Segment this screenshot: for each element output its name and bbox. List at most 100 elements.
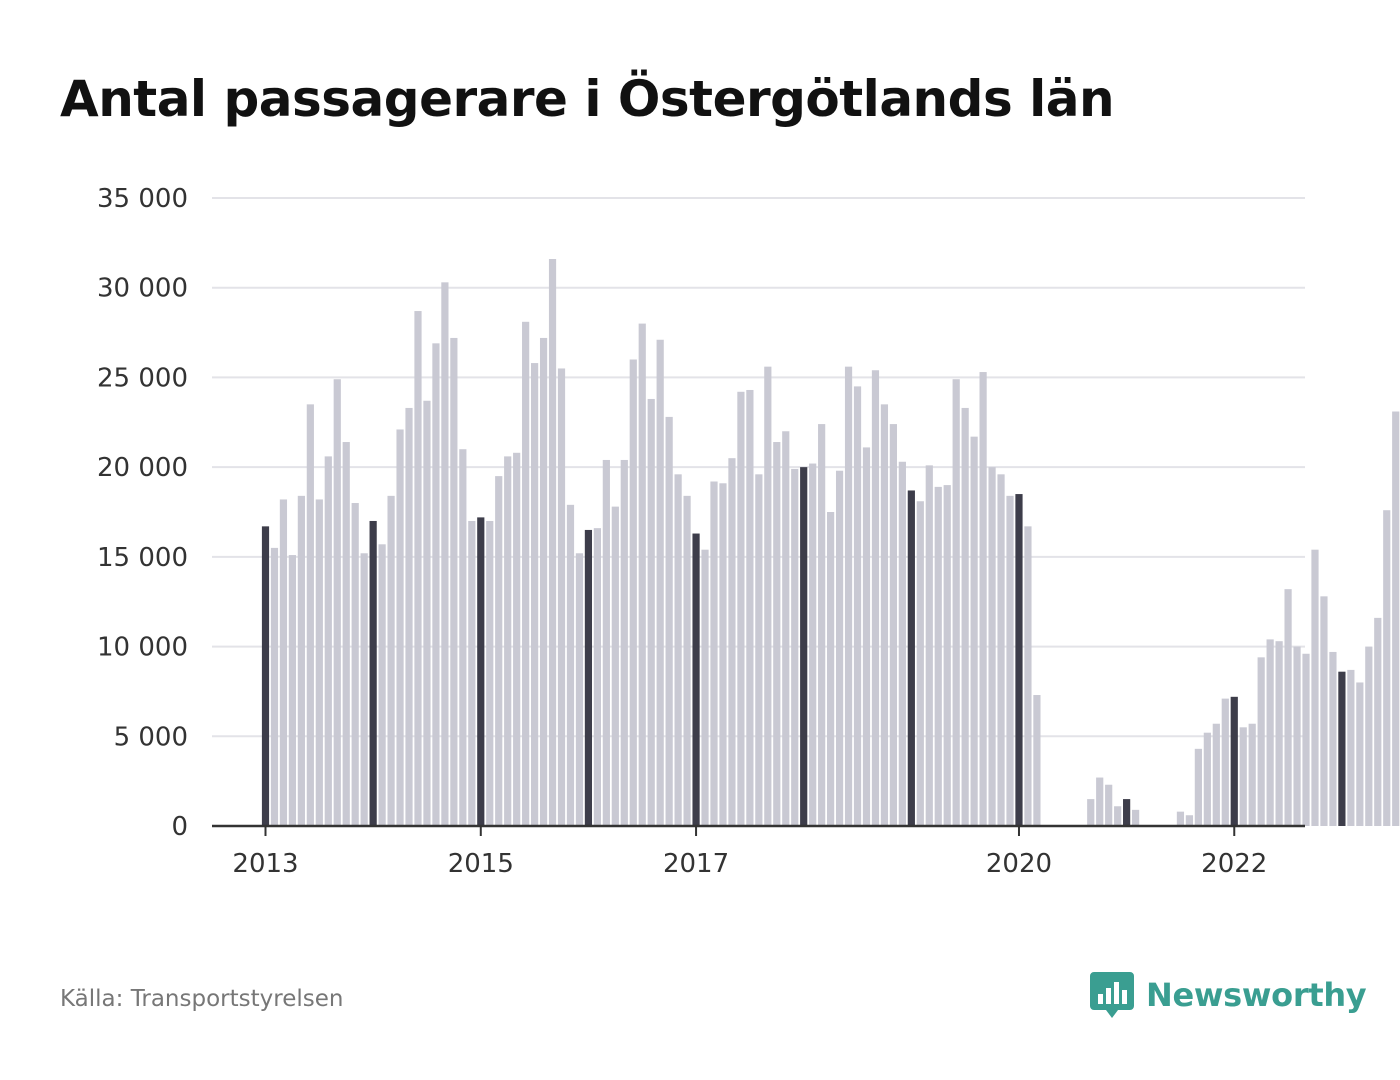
- bar: [818, 424, 826, 826]
- bar: [710, 481, 718, 826]
- bar: [602, 459, 610, 826]
- bar: [369, 520, 377, 826]
- bar: [1203, 732, 1211, 826]
- bar: [575, 553, 584, 826]
- bar: [1302, 653, 1310, 826]
- bar: [522, 321, 530, 826]
- bar: [566, 504, 575, 826]
- x-tick-label: 2013: [232, 849, 298, 879]
- y-tick-label: 5 000: [114, 722, 188, 752]
- bar: [261, 526, 270, 826]
- bar: [827, 512, 835, 826]
- bar: [315, 499, 323, 826]
- bar: [692, 533, 700, 826]
- bar: [1374, 617, 1382, 826]
- bar: [1087, 799, 1095, 826]
- x-tick-label: 2015: [448, 849, 514, 879]
- bar: [728, 458, 736, 826]
- bar: [360, 553, 368, 826]
- bar: [584, 529, 593, 826]
- brand-name: Newsworthy: [1146, 976, 1367, 1014]
- bar: [844, 366, 853, 826]
- bar: [557, 368, 566, 826]
- bar: [1257, 657, 1265, 826]
- bar: [862, 447, 871, 826]
- bar: [629, 359, 637, 826]
- bar: [1194, 748, 1202, 826]
- bar: [746, 389, 754, 826]
- bar: [1356, 682, 1364, 826]
- bar: [916, 501, 924, 826]
- bar: [495, 476, 503, 826]
- bar: [1123, 799, 1131, 826]
- bar: [1033, 695, 1041, 826]
- bar: [970, 436, 978, 826]
- bar: [450, 337, 458, 826]
- y-tick-label: 30 000: [97, 274, 188, 304]
- y-axis-tick-labels: 0 5 000 10 000 15 000 20 000 25 000 30 000 35 0…: [97, 184, 188, 842]
- bar: [531, 363, 539, 826]
- bar: [961, 407, 969, 826]
- bar: [432, 343, 440, 826]
- bar: [952, 379, 960, 826]
- bar: [1105, 784, 1113, 826]
- bar: [513, 452, 521, 826]
- bar: [342, 442, 350, 826]
- bar: [925, 465, 933, 826]
- bar: [737, 391, 745, 826]
- bar: [504, 456, 512, 826]
- bar: [1096, 777, 1104, 826]
- bar: [1221, 698, 1229, 826]
- bar: [898, 461, 906, 826]
- y-tick-label: 10 000: [97, 633, 188, 663]
- bar: [459, 449, 467, 826]
- bar: [324, 456, 332, 826]
- bar: [988, 467, 996, 826]
- bar: [1024, 526, 1032, 826]
- bar: [477, 517, 485, 826]
- bar: [306, 404, 314, 826]
- bar: [414, 311, 422, 826]
- bar: [880, 404, 889, 826]
- bar: [701, 549, 709, 826]
- bar: [405, 407, 413, 826]
- bar: [1275, 641, 1283, 826]
- bar: [270, 547, 279, 826]
- bar: [593, 528, 601, 826]
- bar: [1176, 811, 1185, 826]
- bar: [853, 386, 862, 826]
- x-tick-label: 2017: [663, 849, 729, 879]
- bar: [835, 470, 844, 826]
- bar: [297, 495, 305, 826]
- y-tick-label: 15 000: [97, 543, 188, 573]
- bar: [683, 495, 691, 826]
- bar: [665, 416, 673, 826]
- bar: [1392, 411, 1400, 826]
- bar: [351, 503, 359, 826]
- y-tick-label: 20 000: [97, 453, 188, 483]
- x-tick-label: 2020: [986, 849, 1052, 879]
- bar: [441, 282, 449, 826]
- brand-logo[interactable]: Newsworthy: [1090, 970, 1367, 1020]
- bar: [423, 400, 431, 826]
- bar: [1293, 646, 1301, 826]
- bar: [1248, 723, 1256, 826]
- bar: [809, 463, 817, 826]
- bar: [1347, 669, 1355, 826]
- bar: [1006, 495, 1014, 826]
- bar: [387, 495, 395, 826]
- bar: [486, 520, 494, 826]
- bar: [764, 366, 772, 826]
- bar: [1131, 809, 1140, 826]
- x-axis: 201320152017202020222024: [212, 824, 1305, 879]
- bar: [1212, 723, 1220, 826]
- bar: [871, 370, 880, 826]
- bar: [1320, 596, 1328, 826]
- bar: [1338, 671, 1346, 826]
- bar: [800, 467, 808, 826]
- bar: [791, 468, 799, 826]
- bar: [1329, 651, 1337, 826]
- bar: [782, 431, 790, 826]
- bar: [1383, 510, 1391, 826]
